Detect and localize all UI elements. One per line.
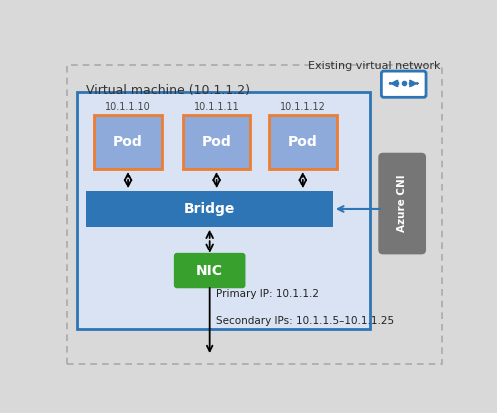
FancyBboxPatch shape	[378, 153, 426, 254]
Text: Bridge: Bridge	[184, 202, 236, 216]
Text: 10.1.1.12: 10.1.1.12	[280, 102, 326, 112]
FancyBboxPatch shape	[77, 92, 370, 329]
FancyBboxPatch shape	[94, 115, 162, 169]
FancyBboxPatch shape	[183, 115, 250, 169]
Text: 10.1.1.11: 10.1.1.11	[194, 102, 240, 112]
Text: Primary IP: 10.1.1.2: Primary IP: 10.1.1.2	[216, 290, 319, 299]
FancyBboxPatch shape	[269, 115, 337, 169]
Text: Pod: Pod	[113, 135, 143, 149]
Text: Azure CNI: Azure CNI	[397, 175, 407, 233]
FancyBboxPatch shape	[174, 253, 246, 288]
Text: Pod: Pod	[202, 135, 232, 149]
Text: Existing virtual network: Existing virtual network	[308, 61, 441, 71]
FancyBboxPatch shape	[381, 71, 426, 97]
Text: 10.1.1.10: 10.1.1.10	[105, 102, 151, 112]
Text: Virtual machine (10.1.1.2): Virtual machine (10.1.1.2)	[86, 84, 250, 97]
FancyBboxPatch shape	[67, 65, 442, 364]
Text: Pod: Pod	[288, 135, 318, 149]
Text: NIC: NIC	[196, 263, 223, 278]
Text: Secondary IPs: 10.1.1.5–10.1.1.25: Secondary IPs: 10.1.1.5–10.1.1.25	[216, 316, 394, 326]
FancyBboxPatch shape	[86, 191, 333, 227]
